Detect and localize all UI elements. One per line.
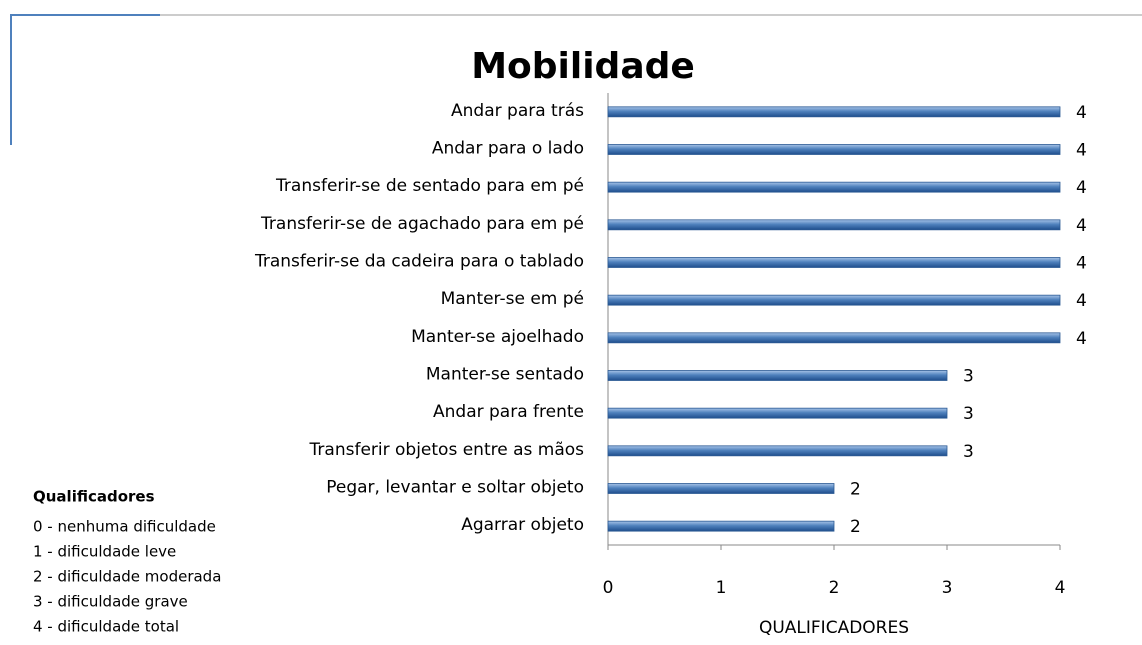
value-label: 4 — [1076, 178, 1087, 198]
legend-item: 1 - dificuldade leve — [33, 543, 176, 561]
value-label: 4 — [1076, 141, 1087, 161]
legend-item: 4 - dificuldade total — [33, 618, 179, 636]
y-tick-label: Transferir objetos entre as mãos — [309, 440, 585, 460]
value-label: 3 — [963, 404, 974, 424]
bar — [607, 181, 1061, 193]
value-label: 4 — [1076, 254, 1087, 274]
y-tick-label: Agarrar objeto — [461, 515, 584, 535]
y-tick-label: Manter-se sentado — [426, 365, 584, 385]
y-tick-label: Transferir-se de sentado para em pé — [275, 176, 584, 196]
x-tick-label: 3 — [942, 578, 953, 598]
bar — [607, 257, 1061, 268]
y-tick-label: Transferir-se da cadeira para o tablado — [254, 252, 584, 272]
y-tick-label: Manter-se ajoelhado — [411, 327, 584, 347]
bar — [607, 407, 948, 419]
bar — [607, 483, 835, 494]
legend-item: 2 - dificuldade moderada — [33, 568, 221, 586]
bar — [607, 370, 948, 381]
bar — [607, 144, 1061, 155]
value-label: 4 — [1076, 329, 1087, 349]
value-label: 4 — [1076, 103, 1087, 123]
x-tick-label: 1 — [716, 578, 727, 598]
chart-title: Mobilidade — [471, 46, 695, 87]
value-label: 4 — [1076, 216, 1087, 236]
legend-item: 0 - nenhuma dificuldade — [33, 518, 216, 536]
value-label: 4 — [1076, 291, 1087, 311]
value-label: 2 — [850, 480, 861, 500]
y-tick-label: Andar para o lado — [432, 139, 584, 159]
bar — [607, 219, 1061, 231]
y-tick-label: Manter-se em pé — [441, 289, 584, 309]
legend-title: Qualificadores — [33, 488, 155, 506]
bar — [607, 294, 1061, 306]
x-tick-label: 2 — [829, 578, 840, 598]
bar — [607, 106, 1061, 118]
x-axis-title: QUALIFICADORES — [759, 618, 909, 638]
bar — [607, 520, 835, 532]
legend-item: 3 - dificuldade grave — [33, 593, 188, 611]
value-label: 2 — [850, 517, 861, 537]
x-tick-label: 0 — [603, 578, 614, 598]
y-tick-label: Andar para frente — [433, 402, 584, 422]
bar — [607, 445, 948, 457]
bar — [607, 332, 1061, 344]
y-tick-label: Andar para trás — [451, 101, 584, 121]
value-label: 3 — [963, 442, 974, 462]
x-tick-label: 4 — [1055, 578, 1066, 598]
value-label: 3 — [963, 367, 974, 387]
y-tick-label: Pegar, levantar e soltar objeto — [326, 478, 584, 498]
y-tick-label: Transferir-se de agachado para em pé — [260, 214, 584, 234]
